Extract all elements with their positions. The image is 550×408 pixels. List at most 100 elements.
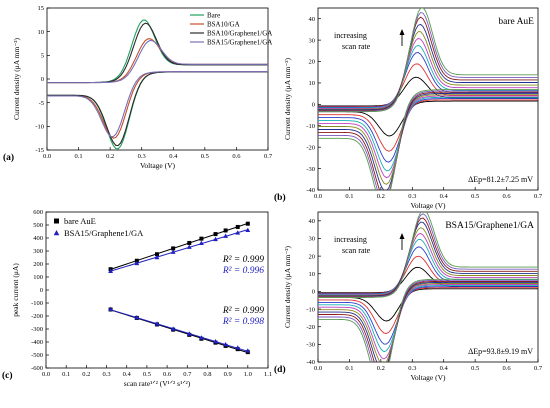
y-tick-label: 200 xyxy=(33,261,43,268)
data-point-square xyxy=(171,246,176,251)
x-tick-label: 0.5 xyxy=(201,153,209,160)
x-tick-label: 0.7 xyxy=(534,193,543,200)
data-point-triangle xyxy=(213,236,218,242)
legend-marker-triangle xyxy=(53,230,60,236)
y-tick-label: -40 xyxy=(306,187,315,194)
chart-3: 0.0 0.1 0.2 0.3 0.4 0.5 0.6 0.7 -40 -30 -20 -10 0 10 2… xyxy=(274,211,543,382)
data-point-square xyxy=(235,224,240,229)
y-tick-label: 0 xyxy=(312,102,315,109)
series-line-9 xyxy=(318,212,538,362)
series-line-6 xyxy=(318,23,538,190)
y-tick-label: -15 xyxy=(35,147,44,154)
y-tick-label: -100 xyxy=(31,300,43,307)
annotation-line-1: increasing xyxy=(334,31,367,40)
y-tick-label: 15 xyxy=(38,5,45,12)
x-tick-label: 0.4 xyxy=(123,371,132,378)
data-point-triangle xyxy=(223,342,229,347)
y-tick-label: 5 xyxy=(41,53,44,60)
data-point-triangle xyxy=(186,331,192,336)
annotation-line-1: increasing xyxy=(334,235,367,244)
x-tick-label: 0.4 xyxy=(169,153,178,160)
chart-1: 0.0 0.1 0.2 0.3 0.4 0.5 0.6 0.7 -40 -30 -20 -10 0 10 2… xyxy=(274,7,543,210)
y-tick-label: 10 xyxy=(38,29,45,36)
r-squared-label: R² = 0.996 xyxy=(222,266,264,276)
x-tick-label: 0.4 xyxy=(440,193,449,200)
delta-ep-label: ΔEp=93.8±9.19 mV xyxy=(468,347,533,356)
x-tick-label: 0.0 xyxy=(42,371,50,378)
y-tick-label: -10 xyxy=(306,306,315,313)
y-tick-label: 30 xyxy=(309,37,316,44)
annotation-line-2: scan rate xyxy=(342,246,371,255)
y-tick-label: -600 xyxy=(31,365,43,372)
x-tick-label: 1.1 xyxy=(264,371,272,378)
x-tick-label: 0.7 xyxy=(183,371,192,378)
y-tick-label: 20 xyxy=(309,253,316,260)
data-point-triangle xyxy=(213,339,218,344)
legend-entry: BSA10/Graphene1/GA xyxy=(207,29,272,37)
legend-entry: bare AuE xyxy=(64,216,96,226)
series-line-9 xyxy=(318,8,538,190)
y-tick-label: -30 xyxy=(306,166,315,173)
x-tick-label: 0.0 xyxy=(314,193,322,200)
y-tick-label: -200 xyxy=(31,313,43,320)
data-point-triangle xyxy=(245,227,251,232)
data-point-triangle xyxy=(170,326,176,331)
y-tick-label: -40 xyxy=(306,359,315,366)
increase-arrow-head xyxy=(399,29,405,35)
x-tick-label: 0.1 xyxy=(345,193,353,200)
chart-2: 0.0 0.1 0.2 0.3 0.4 0.5 0.6 0.7 0.8 0.9 1.0 1.1 -600… xyxy=(2,209,272,388)
data-point-triangle xyxy=(245,348,251,353)
panel-label: (c) xyxy=(2,370,13,381)
y-tick-label: -30 xyxy=(306,342,315,349)
data-point-triangle xyxy=(134,314,140,320)
series-line-1 xyxy=(47,38,268,139)
legend-marker-square xyxy=(54,218,59,224)
y-tick-label: 40 xyxy=(309,16,316,23)
y-tick-label: -20 xyxy=(306,324,315,331)
series-line-2 xyxy=(318,52,538,163)
y-tick-label: 300 xyxy=(33,248,43,255)
increase-arrow-head xyxy=(399,233,405,239)
y-tick-label: 10 xyxy=(309,271,316,278)
series-line-5 xyxy=(318,31,538,185)
data-point-square xyxy=(155,252,159,257)
y-tick-label: 400 xyxy=(33,235,43,242)
panel-label: (a) xyxy=(3,152,14,163)
x-tick-label: 0.7 xyxy=(534,365,543,372)
data-point-triangle xyxy=(235,230,241,235)
data-point-triangle xyxy=(223,233,229,238)
y-tick-label: 500 xyxy=(33,222,43,229)
data-point-triangle xyxy=(154,254,160,260)
panel-label: (d) xyxy=(274,364,286,375)
chart-title: bare AuE xyxy=(498,17,534,27)
chart-title: BSA15/Graphene1/GA xyxy=(445,221,534,231)
data-point-square xyxy=(213,232,218,237)
x-tick-label: 0.6 xyxy=(163,371,172,378)
x-tick-label: 0.4 xyxy=(440,365,449,372)
x-tick-label: 1.0 xyxy=(244,371,252,378)
y-tick-label: -500 xyxy=(31,352,43,359)
data-point-triangle xyxy=(170,249,176,254)
x-tick-label: 0.0 xyxy=(314,365,322,372)
legend-entry: BSA15/Graphene1/GA xyxy=(207,38,272,46)
x-tick-label: 0.7 xyxy=(264,153,273,160)
x-tick-label: 0.3 xyxy=(408,193,416,200)
legend-entry: BSA10/GA xyxy=(207,20,240,28)
y-tick-label: 30 xyxy=(309,236,316,243)
r-squared-label: R² = 0.998 xyxy=(222,317,264,327)
x-tick-label: 0.2 xyxy=(82,371,90,378)
x-tick-label: 0.2 xyxy=(106,153,114,160)
x-tick-label: 0.1 xyxy=(62,371,70,378)
y-tick-label: -10 xyxy=(35,124,44,131)
y-tick-label: 40 xyxy=(309,218,316,225)
x-axis-label: Voltage (V) xyxy=(410,201,446,210)
y-tick-label: -400 xyxy=(31,339,43,346)
data-point-triangle xyxy=(186,244,192,249)
series-line-2 xyxy=(47,22,268,147)
y-axis-label: peak current (μA) xyxy=(11,263,20,317)
r-squared-label: R² = 0.999 xyxy=(222,306,264,316)
y-tick-label: -300 xyxy=(31,326,43,333)
series-line-3 xyxy=(47,39,268,138)
data-point-triangle xyxy=(134,260,140,266)
y-axis-label: Current density (μA mm⁻²) xyxy=(283,245,292,328)
